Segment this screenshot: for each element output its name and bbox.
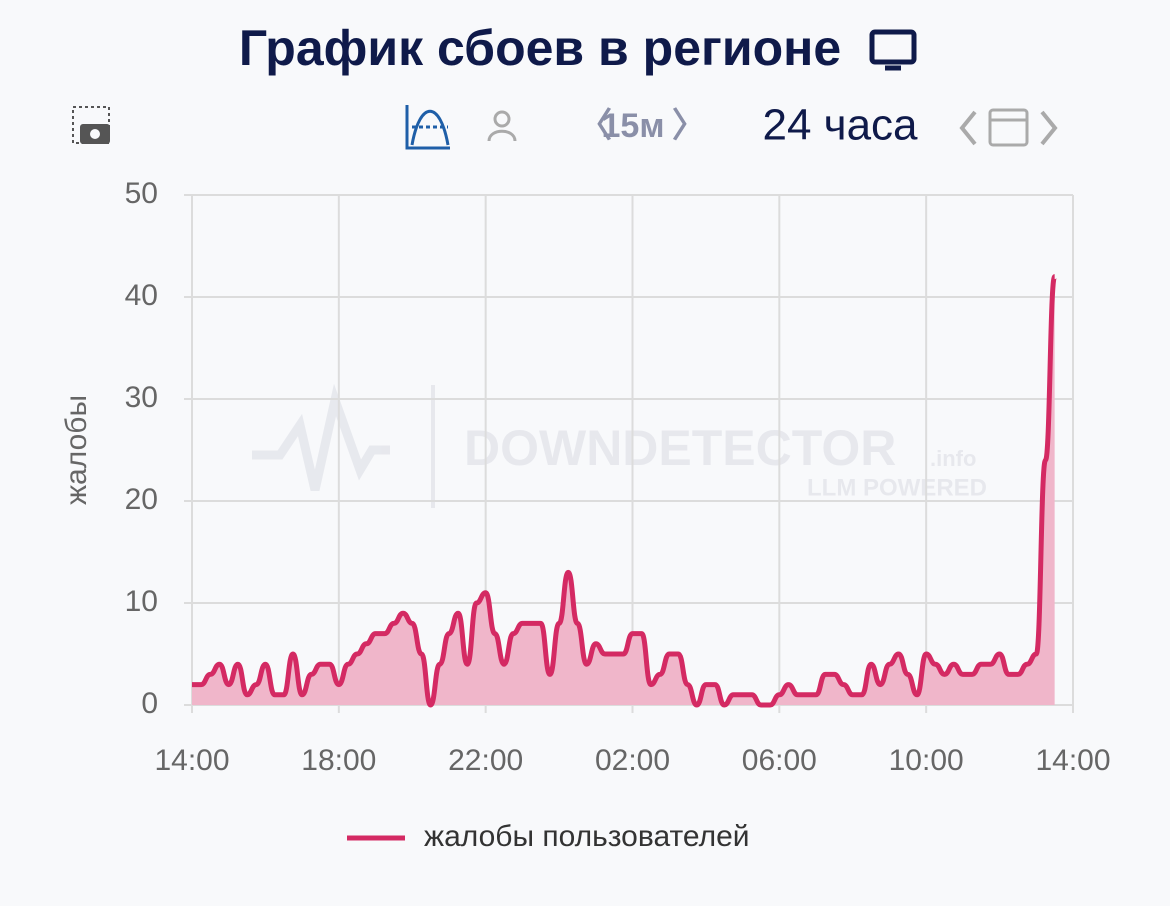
x-tick-label: 22:00 (448, 744, 523, 777)
y-tick-label: 40 (125, 279, 158, 312)
date-nav[interactable] (959, 108, 1058, 147)
watermark-brand: DOWNDETECTOR (464, 420, 896, 476)
y-axis-label: жалобы (60, 395, 93, 505)
y-tick-label: 20 (125, 483, 158, 516)
line (192, 274, 1058, 708)
chart-type-icon[interactable] (405, 105, 450, 150)
x-tick-label: 14:00 (1035, 744, 1110, 777)
interval-bracket: 〈 (578, 107, 612, 145)
watermark: DOWNDETECTOR .info LLM POWERED (252, 383, 987, 508)
interval-bracket: 〉 (672, 107, 706, 145)
x-tick-label: 06:00 (742, 744, 817, 777)
x-tick-label: 18:00 (301, 744, 376, 777)
interval[interactable]: 15м (602, 107, 665, 145)
watermark-suffix: .info (930, 446, 976, 471)
y-tick-label: 0 (141, 687, 158, 720)
watermark-tagline: LLM POWERED (807, 474, 987, 501)
x-tick-label: 10:00 (889, 744, 964, 777)
legend-label: жалобы пользователей (424, 820, 750, 853)
monitor-icon[interactable] (869, 29, 917, 71)
y-tick-label: 50 (125, 177, 158, 210)
screenshot-icon[interactable] (72, 106, 110, 144)
chart-title: График сбоев в регионе (239, 20, 841, 76)
y-tick-label: 30 (125, 381, 158, 414)
x-tick-label: 02:00 (595, 744, 670, 777)
range[interactable]: 24 часа (762, 101, 918, 150)
user-icon[interactable] (487, 110, 517, 142)
x-tick-label: 14:00 (154, 744, 229, 777)
y-tick-label: 10 (125, 585, 158, 618)
